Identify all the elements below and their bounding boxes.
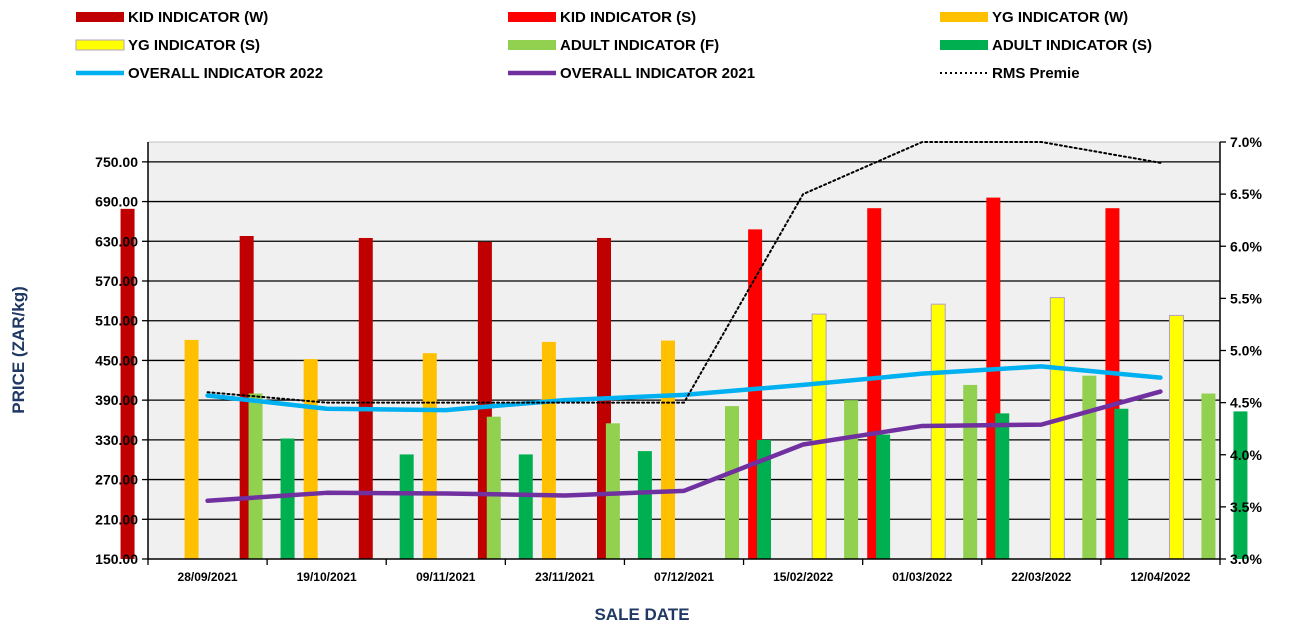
- series-line: [206, 141, 1162, 404]
- bar: [844, 400, 859, 559]
- y2-tick-label: 4.0%: [1230, 447, 1262, 463]
- y-tick-label: 330.00: [95, 432, 138, 448]
- legend-swatch: [76, 12, 124, 22]
- bar: [486, 416, 501, 559]
- legend-swatch: [940, 12, 988, 22]
- y-tick-label: 570.00: [95, 273, 138, 289]
- y-tick-label: 690.00: [95, 194, 138, 210]
- y-tick-label: 750.00: [95, 154, 138, 170]
- legend-label: KID INDICATOR (W): [128, 9, 268, 26]
- legend-label: YG INDICATOR (W): [992, 9, 1128, 26]
- bar: [399, 454, 414, 559]
- bar: [518, 454, 533, 559]
- bar: [1114, 408, 1129, 559]
- bar: [1233, 411, 1248, 559]
- tick-labels: 150.00 210.00 270.00 330.00 390.00 450.00 510.…: [95, 134, 1262, 584]
- legend-label: OVERALL INDICATOR 2021: [560, 65, 755, 82]
- bar: [876, 434, 891, 559]
- y2-tick-label: 3.0%: [1230, 551, 1262, 567]
- y-tick-label: 390.00: [95, 392, 138, 408]
- y-tick-label: 450.00: [95, 352, 138, 368]
- bar: [1201, 393, 1216, 559]
- y2-tick-label: 3.5%: [1230, 499, 1262, 515]
- y2-tick-label: 7.0%: [1230, 134, 1262, 150]
- legend-swatch: [508, 12, 556, 22]
- y-tick-label: 630.00: [95, 233, 138, 249]
- legend-label: OVERALL INDICATOR 2022: [128, 65, 323, 82]
- series-line: [205, 364, 1163, 413]
- bar: [184, 339, 199, 559]
- y2-tick-label: 5.0%: [1230, 343, 1262, 359]
- x-tick-label: 01/03/2022: [892, 570, 952, 584]
- x-tick-label: 07/12/2021: [654, 570, 714, 584]
- legend: KID INDICATOR (W) KID INDICATOR (S) YG IND…: [75, 9, 1152, 82]
- bar: [541, 341, 556, 559]
- bar: [930, 303, 946, 560]
- legend-label: ADULT INDICATOR (S): [992, 37, 1152, 54]
- legend-swatch: [75, 39, 125, 51]
- y-tick-label: 210.00: [95, 511, 138, 527]
- bar: [1082, 375, 1097, 559]
- x-tick-label: 22/03/2022: [1011, 570, 1071, 584]
- x-tick-label: 15/02/2022: [773, 570, 833, 584]
- x-tick-label: 28/09/2021: [178, 570, 238, 584]
- y2-tick-label: 4.5%: [1230, 395, 1262, 411]
- bar: [120, 208, 135, 559]
- y2-tick-label: 5.5%: [1230, 290, 1262, 306]
- bar: [963, 384, 978, 559]
- bar: [605, 423, 620, 559]
- y-axis-title: PRICE (ZAR/kg): [9, 286, 28, 414]
- y-tick-label: 270.00: [95, 472, 138, 488]
- bar: [661, 340, 675, 559]
- bar: [1049, 297, 1065, 560]
- bar: [280, 438, 295, 559]
- bar: [358, 237, 373, 559]
- x-tick-label: 19/10/2021: [297, 570, 357, 584]
- y-tick-label: 150.00: [95, 551, 138, 567]
- bar: [303, 359, 318, 559]
- bar: [757, 439, 771, 559]
- x-tick-label: 12/04/2022: [1130, 570, 1190, 584]
- legend-label: YG INDICATOR (S): [128, 37, 260, 54]
- bar: [725, 406, 739, 559]
- axes: [142, 141, 1226, 565]
- legend-label: ADULT INDICATOR (F): [560, 37, 719, 54]
- bar: [248, 393, 263, 559]
- bar: [995, 413, 1010, 559]
- legend-swatch: [508, 40, 556, 50]
- y-tick-label: 510.00: [95, 313, 138, 329]
- x-tick-label: 23/11/2021: [535, 570, 595, 584]
- bar: [422, 353, 437, 559]
- bar: [637, 451, 652, 559]
- legend-label: RMS Premie: [992, 65, 1080, 82]
- legend-label: KID INDICATOR (S): [560, 9, 696, 26]
- y2-tick-label: 6.5%: [1230, 186, 1262, 202]
- bar: [1168, 314, 1184, 560]
- legend-swatch: [940, 40, 988, 50]
- bar: [811, 313, 827, 560]
- y2-tick-label: 6.0%: [1230, 238, 1262, 254]
- gridlines: [148, 141, 1220, 520]
- x-tick-label: 09/11/2021: [416, 570, 476, 584]
- series-line: [205, 389, 1163, 504]
- lines: [205, 141, 1163, 504]
- x-axis-title: SALE DATE: [594, 605, 689, 624]
